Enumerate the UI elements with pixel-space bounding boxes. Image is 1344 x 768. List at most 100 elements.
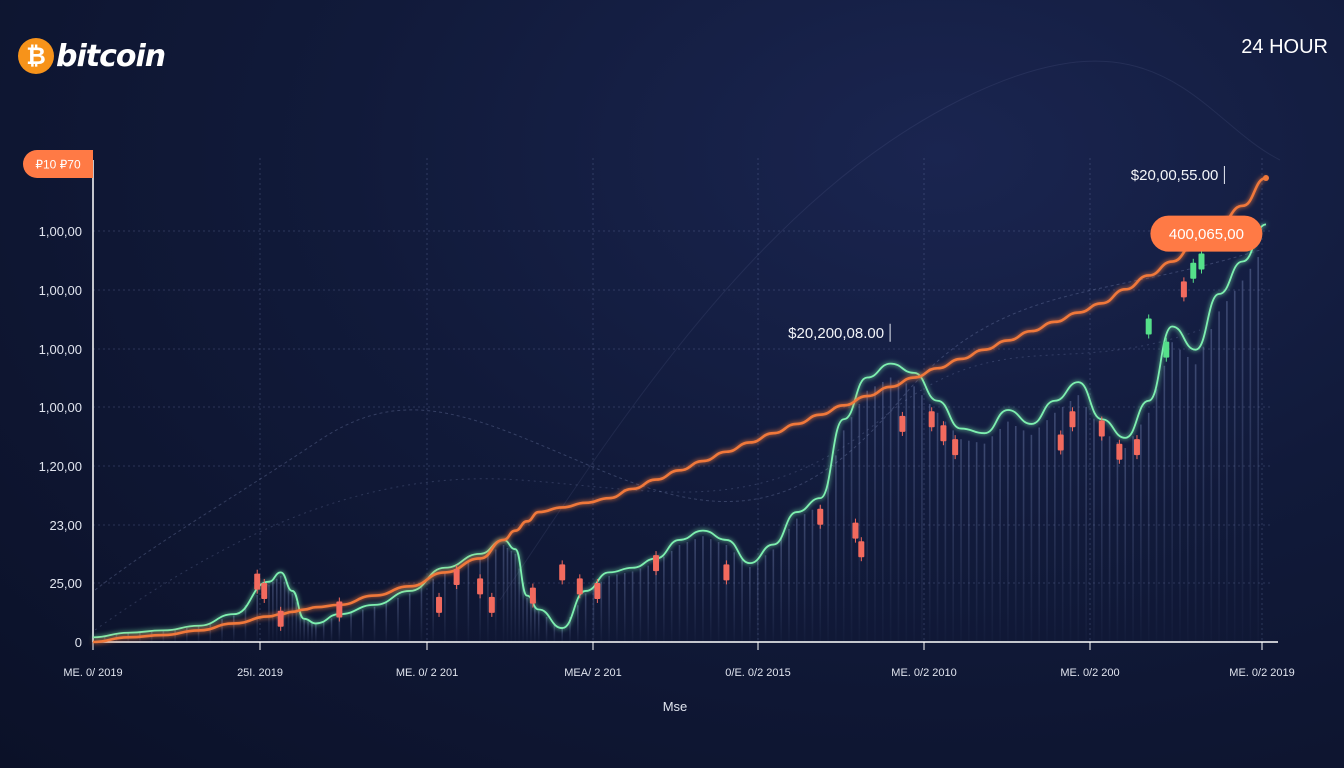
trend-endpoint	[1263, 175, 1269, 181]
candle	[852, 522, 859, 539]
volume-bar	[733, 552, 736, 642]
volume-bar	[756, 561, 759, 642]
volume-bar	[600, 581, 603, 642]
volume-bar	[1046, 420, 1048, 642]
volume-bar	[1233, 290, 1236, 642]
volume-bar	[975, 442, 978, 642]
candle	[1133, 439, 1140, 456]
volume-bar	[197, 626, 200, 642]
volume-bar	[905, 383, 908, 642]
volume-bar	[796, 518, 798, 642]
volume-bar	[1210, 329, 1213, 642]
volume-bar	[1202, 346, 1205, 642]
volume-bar	[1163, 365, 1166, 642]
bitcoin-coin-icon: ₿	[18, 38, 54, 74]
volume-bar	[1140, 424, 1142, 642]
candle	[1069, 411, 1076, 428]
volume-bar	[1061, 406, 1064, 642]
volume-bar	[272, 581, 274, 642]
volume-bar	[307, 621, 309, 642]
volume-bar	[1257, 257, 1259, 642]
x-tick-label: ME. 0/ 2 201	[396, 667, 458, 679]
trend-line	[92, 176, 1267, 644]
x-tick-label: 25I. 2019	[237, 667, 283, 679]
candle	[488, 596, 495, 613]
volume-bar	[936, 412, 939, 642]
price-pill-text: 400,065,00	[1169, 226, 1244, 243]
volume-bar	[842, 430, 845, 642]
price-pill	[1150, 215, 1263, 252]
volume-bar	[577, 605, 579, 642]
y-tick-label: 23,00	[49, 518, 82, 533]
volume-bars	[92, 257, 1259, 642]
volume-bar	[1077, 395, 1080, 642]
volume-bar	[866, 390, 868, 642]
y-tick-label: 1,00,00	[39, 283, 82, 298]
volume-bar	[616, 574, 618, 642]
volume-bar	[244, 605, 247, 642]
volume-bar	[385, 602, 388, 642]
volume-bar	[530, 602, 532, 642]
volume-bar	[764, 555, 767, 642]
series-lines	[92, 175, 1269, 644]
volume-bar	[850, 417, 853, 642]
candle	[254, 573, 261, 590]
volume-bar	[999, 428, 1001, 642]
volume-bar	[968, 440, 970, 642]
volume-bar	[1085, 406, 1087, 642]
candle	[529, 587, 536, 604]
volume-bar	[725, 545, 728, 642]
volume-bar	[584, 593, 587, 642]
candle	[477, 578, 484, 595]
volume-bar	[322, 621, 325, 642]
x-tick-label: ME. 0/2 200	[1060, 667, 1119, 679]
candle	[940, 425, 947, 442]
volume-bar	[522, 583, 524, 642]
volume-bar	[287, 587, 290, 642]
candle	[277, 610, 284, 627]
volume-bar	[561, 628, 563, 642]
y-tick-label: 1,00,00	[39, 224, 82, 239]
timeframe-label[interactable]: 24 HOUR	[1241, 36, 1328, 58]
volume-bar	[373, 606, 376, 642]
volume-bar	[506, 547, 509, 642]
background-curves	[94, 60, 1281, 631]
candle	[1057, 434, 1064, 451]
volume-bar	[1132, 436, 1134, 642]
volume-bar	[1194, 364, 1197, 642]
x-tick-label: ME. 0/ 2019	[63, 667, 122, 679]
volume-bar	[788, 528, 790, 642]
volume-bar	[510, 550, 513, 642]
volume-bar	[991, 436, 994, 642]
volume-bar	[494, 549, 497, 642]
x-tick-label: ME. 0/2 2019	[1229, 667, 1294, 679]
candle	[952, 439, 959, 456]
candle	[723, 564, 730, 581]
price-tag[interactable]: ₽10 ₽70	[23, 150, 93, 178]
candle	[1180, 281, 1187, 298]
volume-bar	[1022, 430, 1025, 642]
volume-bar	[1147, 412, 1150, 642]
volume-bar	[487, 553, 489, 642]
candle	[1145, 318, 1152, 335]
candle	[559, 564, 566, 581]
annotations: $20,00,55.00 400,065,00 $20,200,08.00	[788, 166, 1263, 342]
volume-bar	[268, 584, 270, 642]
volume-bar	[537, 611, 540, 642]
volume-bar	[1030, 434, 1033, 642]
volume-bar	[803, 514, 806, 642]
volume-bar	[299, 611, 302, 642]
volume-bar	[1226, 301, 1228, 642]
volume-bar	[780, 539, 782, 642]
candle	[1098, 420, 1105, 437]
volume-bar	[678, 545, 681, 642]
volume-bar	[655, 562, 657, 642]
price-annotation: $20,00,55.00	[1131, 167, 1219, 184]
volume-bar	[647, 565, 650, 642]
volume-bar	[518, 568, 520, 642]
volume-bar	[1249, 268, 1252, 642]
volume-bar	[408, 593, 411, 642]
volume-bar	[526, 597, 528, 642]
volume-bar	[338, 615, 341, 642]
candle	[653, 555, 660, 572]
